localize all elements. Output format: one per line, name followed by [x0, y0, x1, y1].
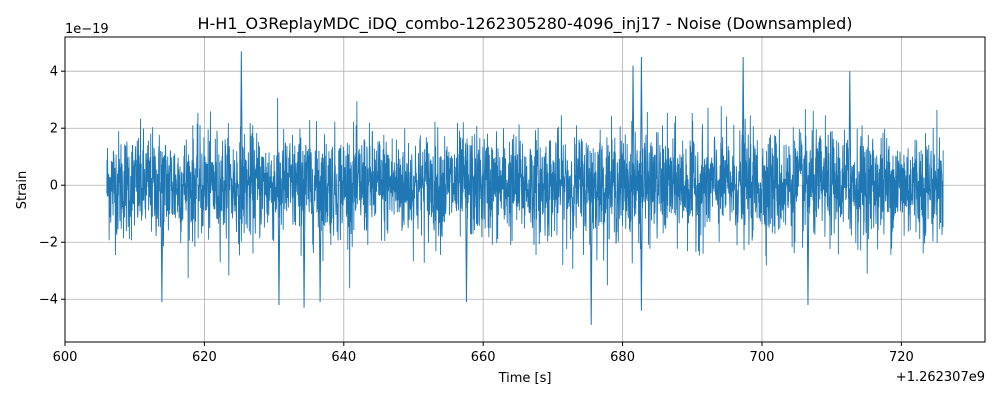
x-tick-label: 680 — [610, 350, 635, 365]
y-tick-label: 4 — [50, 65, 58, 80]
strain-peak — [848, 71, 852, 220]
y-tick-label: −2 — [39, 236, 58, 251]
y-tick-label: 0 — [50, 179, 58, 194]
chart-title: H-H1_O3ReplayMDC_iDQ_combo-1262305280-40… — [198, 14, 853, 34]
x-tick-label: 700 — [750, 350, 775, 365]
strain-peak — [589, 151, 593, 325]
strain-peak — [318, 151, 322, 303]
strain-peak — [160, 151, 164, 303]
x-tick-label: 640 — [331, 350, 356, 365]
series-layer — [106, 51, 944, 325]
strain-series-line — [106, 97, 944, 289]
axes-layer: 600 620 640 660 680 700 720 −4 −2 0 2 4 — [39, 36, 986, 365]
strain-peak — [239, 51, 244, 220]
plot-frame — [64, 36, 986, 343]
x-tick-label: 600 — [53, 350, 78, 365]
strain-peak — [806, 151, 810, 305]
x-tick-label: 620 — [192, 350, 217, 365]
x-tick-label: 660 — [471, 350, 496, 365]
strain-peak — [464, 151, 469, 303]
y-scale-label: 1e−19 — [65, 22, 109, 37]
strain-peak — [631, 65, 635, 220]
strain-peak — [741, 56, 745, 220]
x-tick-label: 720 — [889, 350, 914, 365]
strain-peak — [302, 151, 306, 308]
y-tick-label: −4 — [39, 293, 58, 308]
x-axis-label: Time [s] — [498, 371, 552, 386]
x-offset-label: +1.262307e9 — [896, 370, 985, 385]
y-tick-label: 2 — [50, 122, 58, 137]
y-axis-label: Strain — [15, 171, 30, 210]
